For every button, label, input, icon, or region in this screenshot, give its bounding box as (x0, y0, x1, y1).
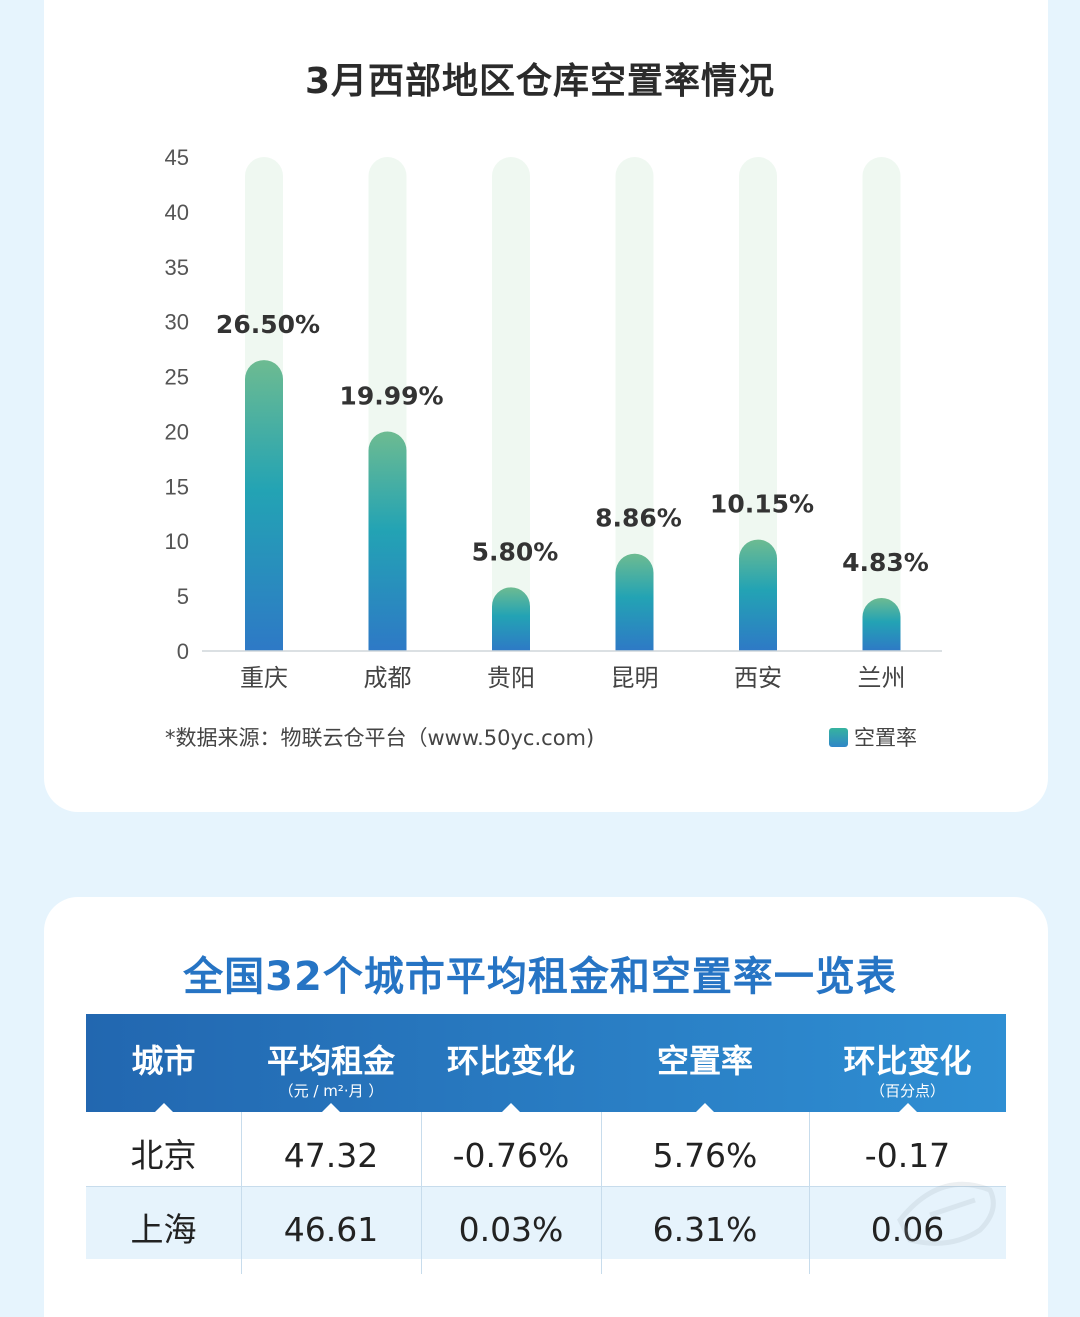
header-city: 城市 (86, 1014, 241, 1113)
header-pointer (153, 1103, 174, 1113)
data-label: 8.86% (595, 504, 682, 533)
header-vacancy-change: 环比变化 （百分点） (809, 1014, 1006, 1113)
data-label: 4.83% (842, 548, 929, 577)
header-avg-rent-unit: （元 / m²·月 ） (278, 1082, 384, 1100)
cell-city: 北京 (130, 1136, 197, 1175)
cell-city: 上海 (130, 1210, 197, 1249)
bar (615, 553, 654, 651)
legend-label: 空置率 (854, 726, 917, 750)
cell-avg-rent: 47.32 (283, 1136, 379, 1175)
watermark-logo (897, 1181, 996, 1246)
header-rent-change: 环比变化 (421, 1014, 601, 1113)
bar (492, 587, 530, 651)
bar-track (492, 157, 530, 651)
source-note: *数据来源：物联云仓平台（www.50yc.com) (165, 726, 595, 750)
cell-vacancy: 5.76% (652, 1136, 758, 1175)
y-tick-label: 25 (165, 365, 189, 390)
y-tick-label: 0 (177, 639, 189, 664)
legend: 空置率 (829, 722, 917, 752)
y-tick-label: 15 (165, 474, 189, 499)
legend-swatch (829, 727, 848, 747)
header-vacancy-label: 空置率 (656, 1042, 753, 1080)
header-pointer (501, 1103, 521, 1113)
y-tick-label: 10 (165, 529, 189, 554)
cell-rent-change: -0.76% (452, 1136, 570, 1175)
header-avg-rent: 平均租金 （元 / m²·月 ） (241, 1014, 421, 1113)
chart-title: 3月西部地区仓库空置率情况 (304, 61, 776, 102)
row-divider (86, 1186, 1006, 1187)
bar-track (739, 157, 777, 651)
category-label: 昆明 (611, 664, 659, 692)
y-tick-label: 5 (177, 584, 189, 609)
data-label: 10.15% (710, 490, 814, 519)
cell-rent-change: 0.03% (458, 1210, 564, 1249)
header-pointer (695, 1103, 715, 1113)
column-divider (601, 1112, 602, 1274)
header-vacancy-change-label: 环比变化 (843, 1042, 972, 1080)
column-divider (809, 1112, 810, 1274)
bar (739, 539, 777, 651)
column-divider (241, 1112, 242, 1274)
header-vacancy-change-unit: （百分点） (869, 1082, 945, 1100)
table-row: 北京 47.32 -0.76% 5.76% -0.17 (86, 1113, 1006, 1185)
y-tick-label: 30 (165, 310, 189, 335)
data-label: 19.99% (339, 382, 443, 411)
cell-avg-rent: 46.61 (283, 1210, 379, 1249)
bar (862, 597, 901, 651)
header-pointer (321, 1103, 341, 1113)
category-label: 西安 (734, 664, 782, 692)
category-label: 重庆 (240, 664, 288, 692)
y-tick-label: 40 (165, 200, 189, 225)
cell-vacancy-change: 0.06 (870, 1210, 945, 1249)
bar (245, 360, 283, 651)
y-tick-label: 35 (165, 255, 189, 280)
header-vacancy: 空置率 (601, 1014, 809, 1113)
cell-vacancy-change: -0.17 (864, 1136, 951, 1175)
bar (368, 431, 407, 651)
category-label: 贵阳 (487, 664, 535, 692)
table-title: 全国32个城市平均租金和空置率一览表 (183, 954, 897, 1000)
bar-chart: 0 5 10 15 20 25 30 35 40 45 26.50% 19.99% 5.80% 8.86… (165, 145, 942, 692)
category-label: 成都 (364, 664, 412, 692)
header-avg-rent-label: 平均租金 (266, 1042, 395, 1080)
category-label: 兰州 (858, 664, 906, 692)
header-city-label: 城市 (131, 1042, 196, 1080)
header-pointer (897, 1103, 918, 1113)
bar-track (862, 157, 901, 651)
data-label: 26.50% (216, 310, 320, 339)
y-tick-label: 20 (165, 419, 189, 444)
header-rent-change-label: 环比变化 (446, 1042, 575, 1080)
y-tick-label: 45 (165, 145, 189, 170)
column-divider (421, 1112, 422, 1274)
table-header: 城市 平均租金 （元 / m²·月 ） 环比变化 空置率 环比变化 （百分点） (86, 1014, 1006, 1113)
bar-track (615, 157, 654, 651)
cell-vacancy: 6.31% (652, 1210, 758, 1249)
table-row: 上海 46.61 0.03% 6.31% 0.06 (86, 1187, 1006, 1259)
data-label: 5.80% (472, 537, 559, 566)
